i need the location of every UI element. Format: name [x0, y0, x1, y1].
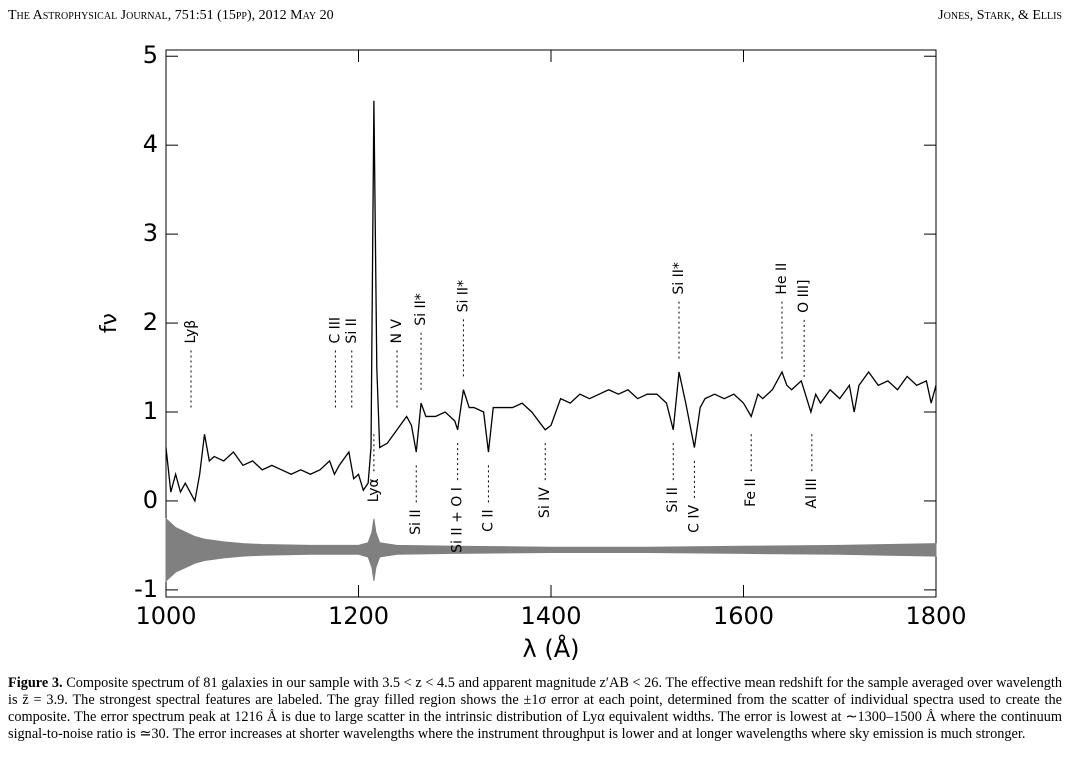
y-tick-label: 2	[143, 308, 158, 336]
feature-label: Al III	[804, 478, 820, 508]
feature-label: N V	[389, 319, 405, 344]
y-tick-label: -1	[134, 575, 158, 603]
y-axis-label: fν	[97, 313, 122, 333]
y-tick-label: 5	[143, 41, 158, 69]
journal-header: The Astrophysical Journal, 751:51 (15pp)…	[8, 8, 334, 23]
feature-label: C III	[327, 317, 343, 344]
caption-label: Figure 3.	[8, 675, 63, 691]
y-tick-label: 4	[143, 130, 158, 158]
y-tick-label: 3	[143, 219, 158, 247]
y-tick-label: 0	[143, 486, 158, 514]
x-axis-label: λ (Å)	[523, 634, 580, 663]
feature-label: Si II	[408, 509, 424, 534]
feature-label: He II	[774, 263, 790, 295]
feature-label: C IV	[686, 505, 702, 533]
feature-label: Lyβ	[183, 320, 199, 344]
y-tick-label: 1	[143, 397, 158, 425]
feature-label: Si II	[344, 318, 360, 343]
error-band	[165, 517, 937, 583]
x-tick-label: 1200	[328, 602, 389, 630]
feature-label: C II	[480, 509, 496, 531]
x-tick-label: 1600	[713, 602, 774, 630]
feature-label: Si IV	[537, 487, 553, 518]
feature-label: Si II*	[413, 293, 429, 325]
feature-label: Si II*	[671, 262, 687, 294]
caption-text: Composite spectrum of 81 galaxies in our…	[8, 675, 1062, 742]
x-tick-label: 1800	[905, 602, 966, 630]
feature-label: Si II + O I	[450, 487, 466, 553]
feature-label: Fe II	[743, 478, 759, 507]
authors-header: Jones, Stark, & Ellis	[938, 8, 1062, 23]
x-tick-label: 1400	[520, 602, 581, 630]
feature-label: Si II*	[455, 280, 471, 312]
caption: Figure 3. Composite spectrum of 81 galax…	[8, 675, 1062, 743]
feature-label: Lyα	[366, 478, 382, 502]
spectrum-line	[165, 100, 937, 503]
feature-label: O III]	[796, 280, 812, 313]
x-tick-label: 1000	[135, 602, 196, 630]
feature-label: Si II	[665, 487, 681, 512]
chart: 1000 1200 1400 1600 1800 -1 0 1 2 3 4 5 λ (Å) fν Lyβ C …	[97, 41, 967, 663]
